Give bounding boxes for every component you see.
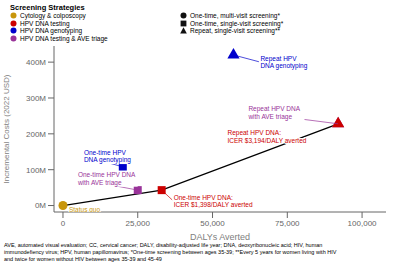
html-text:Cytology & colposcopy: Cytology & colposcopy: [20, 12, 86, 20]
html-text:Repeat, single-visit screening: Repeat, single-visit screening**: [190, 27, 280, 35]
svg-text:50,000: 50,000: [200, 219, 225, 228]
svg-text:One-time HPV DNA:ICER $1,398/D: One-time HPV DNA:ICER $1,398/DALY averte…: [174, 194, 253, 209]
svg-text:100M: 100M: [26, 166, 46, 175]
html-text:HPV DNA testing: HPV DNA testing: [20, 19, 70, 27]
svg-text:100,000: 100,000: [348, 219, 377, 228]
html-text:One-time, multi-visit screenin: One-time, multi-visit screening*: [190, 12, 280, 20]
html-text:HPV DNA genotyping: HPV DNA genotyping: [20, 27, 83, 35]
svg-text:0: 0: [61, 219, 66, 228]
svg-text:DALYs Averted: DALYs Averted: [190, 232, 250, 240]
svg-text:Status quo: Status quo: [69, 206, 100, 212]
svg-text:Repeat HPV DNAwith AVE triage: Repeat HPV DNAwith AVE triage: [247, 105, 300, 121]
svg-text:200M: 200M: [26, 130, 46, 139]
svg-text:Repeat HPVDNA genotyping: Repeat HPVDNA genotyping: [260, 55, 307, 71]
svg-text:Repeat HPV DNA:ICER $3,194/DAL: Repeat HPV DNA:ICER $3,194/DALY averted: [227, 129, 306, 144]
html-text:HPV DNA testing & AVE triage: HPV DNA testing & AVE triage: [20, 34, 108, 42]
html-text:Screening Strategies: Screening Strategies: [10, 3, 85, 12]
svg-text:75,000: 75,000: [275, 219, 300, 228]
html-text:One-time, single-visit screeni: One-time, single-visit screening*: [190, 19, 284, 27]
svg-text:Incremental Costs (2022 USD): Incremental Costs (2022 USD): [8, 74, 11, 183]
svg-text:0M: 0M: [35, 201, 46, 210]
svg-text:400M: 400M: [26, 58, 46, 67]
svg-text:One-time HPVDNA genotyping: One-time HPVDNA genotyping: [84, 149, 131, 165]
svg-text:25,000: 25,000: [126, 219, 151, 228]
html-text:AVE, automated visual evaluati: AVE, automated visual evaluation; CC, ce…: [4, 242, 337, 262]
svg-text:One-time HPV DNAwith AVE triag: One-time HPV DNAwith AVE triage: [77, 171, 136, 187]
svg-text:300M: 300M: [26, 94, 46, 103]
